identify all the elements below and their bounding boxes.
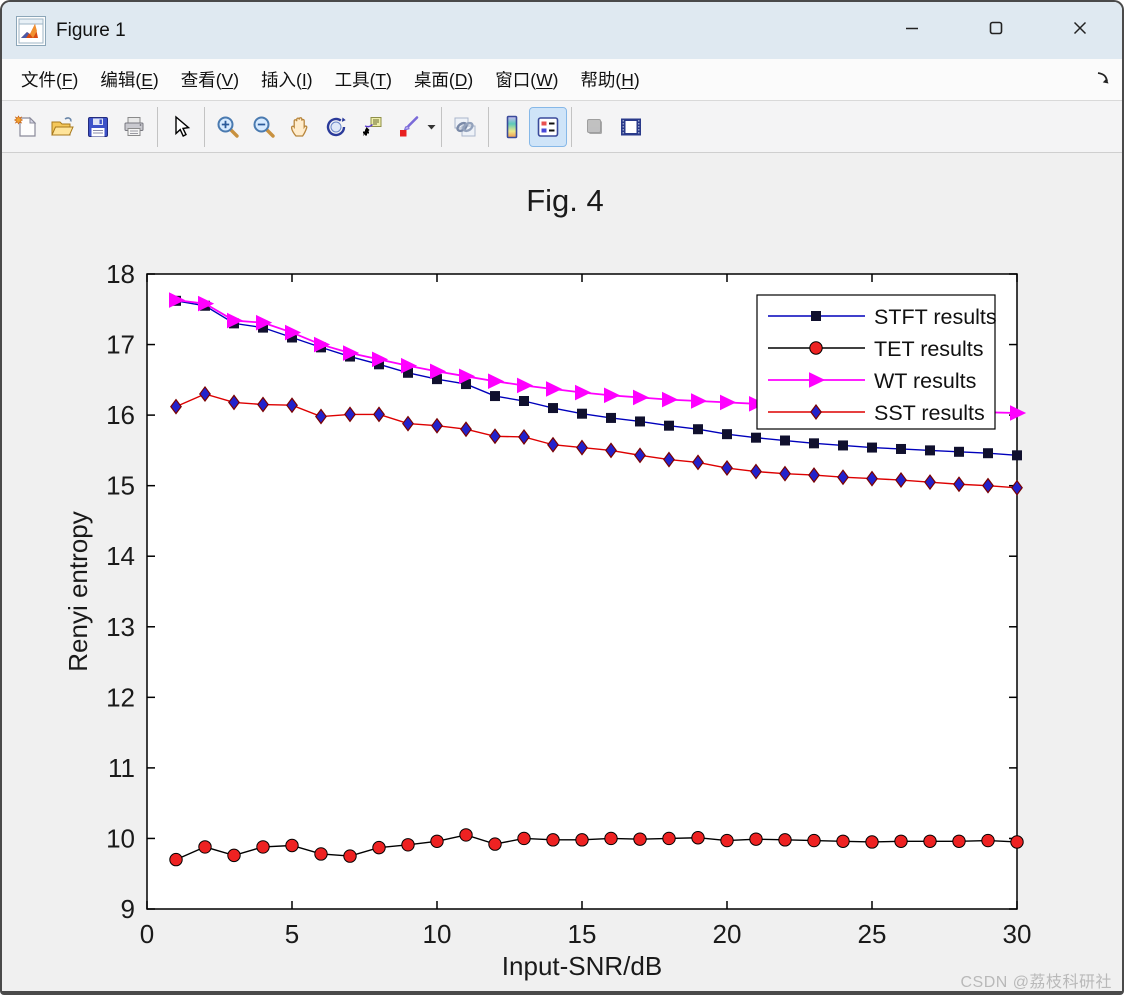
x-tick-label: 15 xyxy=(568,919,597,949)
printer-icon xyxy=(121,114,147,140)
data-cursor-icon xyxy=(359,114,385,140)
x-tick-label: 20 xyxy=(713,919,742,949)
window-controls xyxy=(870,2,1122,59)
close-icon xyxy=(1072,20,1088,41)
chart-title: Fig. 4 xyxy=(526,183,604,218)
hand-icon xyxy=(287,114,313,140)
y-tick-label: 15 xyxy=(106,471,135,501)
legend[interactable]: STFT results TET results WT results SST res… xyxy=(756,294,997,430)
hide-plot-tools-button xyxy=(577,108,613,146)
dock-figure-button[interactable] xyxy=(1094,69,1112,92)
insert-legend-button[interactable] xyxy=(529,106,567,147)
rotate-3d-button[interactable] xyxy=(318,108,354,146)
menu-item-1[interactable]: 编辑(E) xyxy=(100,70,159,90)
save-figure-button[interactable] xyxy=(80,108,116,146)
chevron-down-icon xyxy=(427,124,435,129)
insert-colorbar-button[interactable] xyxy=(494,108,530,146)
gray-square-icon xyxy=(582,114,608,140)
x-tick-label: 0 xyxy=(140,919,154,949)
colorbar-icon xyxy=(499,114,525,140)
x-tick-label: 30 xyxy=(1003,919,1032,949)
menu-item-7[interactable]: 帮助(H) xyxy=(580,70,640,90)
window-title: Figure 1 xyxy=(56,19,126,41)
series-sst xyxy=(170,385,1023,496)
x-tick-label: 25 xyxy=(858,919,887,949)
pan-button[interactable] xyxy=(282,108,318,146)
legend-label: SST results xyxy=(874,401,985,425)
new-figure-button[interactable] xyxy=(8,108,44,146)
legend-label: TET results xyxy=(874,337,984,361)
toolbar-separator xyxy=(571,106,572,147)
cursor-arrow-icon xyxy=(168,114,194,140)
open-folder-icon xyxy=(49,114,75,140)
brush-icon xyxy=(395,114,421,140)
x-tick-label: 5 xyxy=(285,919,299,949)
link-chain-icon xyxy=(452,114,478,140)
maximize-button[interactable] xyxy=(954,2,1038,59)
maximize-icon xyxy=(988,20,1004,41)
brush-data-button-dropdown[interactable] xyxy=(426,108,436,146)
menu-item-5[interactable]: 桌面(D) xyxy=(413,70,474,90)
rotate-3d-icon xyxy=(323,114,349,140)
y-tick-label: 18 xyxy=(106,259,135,289)
y-tick-label: 16 xyxy=(106,400,135,430)
title-bar: Figure 1 xyxy=(2,2,1122,59)
y-tick-label: 14 xyxy=(106,541,135,571)
toolbar-separator xyxy=(441,106,442,147)
menu-item-6[interactable]: 窗口(W) xyxy=(495,70,559,90)
chart: Fig. 4 0 5 10 15 20 25 30 9 10 11 12 13 14 15 16 17 18 Inp… xyxy=(63,183,1032,981)
save-floppy-icon xyxy=(85,114,111,140)
legend-label: WT results xyxy=(874,369,976,393)
toolbar-separator xyxy=(488,106,489,147)
show-plot-tools-button[interactable] xyxy=(613,108,649,146)
data-cursor-button[interactable] xyxy=(354,108,390,146)
watermark: CSDN @荔枝科研社 xyxy=(960,974,1112,991)
open-file-button[interactable] xyxy=(44,108,80,146)
y-tick-label: 13 xyxy=(106,612,135,642)
zoom-out-icon xyxy=(251,114,277,140)
series-tet xyxy=(169,828,1024,867)
figure-canvas: Fig. 4 0 5 10 15 20 25 30 9 10 11 12 13 14 15 16 17 18 Inp… xyxy=(2,153,1122,991)
new-doc-icon xyxy=(13,114,39,140)
menu-item-2[interactable]: 查看(V) xyxy=(180,70,240,90)
link-plot-button[interactable] xyxy=(447,108,483,146)
toolbar-separator xyxy=(204,106,205,147)
menu-item-3[interactable]: 插入(I) xyxy=(261,70,313,90)
print-figure-button[interactable] xyxy=(116,108,152,146)
y-tick-label: 12 xyxy=(106,682,135,712)
y-tick-label: 11 xyxy=(108,753,135,783)
x-tick-label: 10 xyxy=(423,919,452,949)
y-axis-label: Renyi entropy xyxy=(63,511,93,671)
plot-tools-icon xyxy=(618,114,644,140)
toolbar xyxy=(2,101,1122,153)
y-tick-label: 17 xyxy=(106,330,135,360)
minimize-button[interactable] xyxy=(870,2,954,59)
legend-label: STFT results xyxy=(874,305,997,329)
x-axis: 0 5 10 15 20 25 30 xyxy=(140,274,1032,949)
menu-item-0[interactable]: 文件(F) xyxy=(21,70,79,90)
close-button[interactable] xyxy=(1038,2,1122,59)
edit-plot-button[interactable] xyxy=(163,108,199,146)
y-tick-label: 10 xyxy=(106,823,135,853)
zoom-in-icon xyxy=(215,114,241,140)
zoom-in-button[interactable] xyxy=(210,108,246,146)
toolbar-separator xyxy=(157,106,158,147)
brush-data-button[interactable] xyxy=(390,108,426,146)
menu-item-4[interactable]: 工具(T) xyxy=(334,70,392,90)
zoom-out-button[interactable] xyxy=(246,108,282,146)
y-axis: 9 10 11 12 13 14 15 16 17 18 xyxy=(106,259,1017,924)
minimize-icon xyxy=(904,20,920,41)
matlab-logo-icon xyxy=(16,15,46,46)
y-tick-label: 9 xyxy=(121,894,135,924)
menu-bar: 文件(F) 编辑(E) 查看(V) 插入(I) 工具(T) 桌面(D) 窗口(W) 帮助(H) xyxy=(2,59,1122,101)
legend-icon xyxy=(535,114,561,140)
x-axis-label: Input-SNR/dB xyxy=(502,951,662,981)
